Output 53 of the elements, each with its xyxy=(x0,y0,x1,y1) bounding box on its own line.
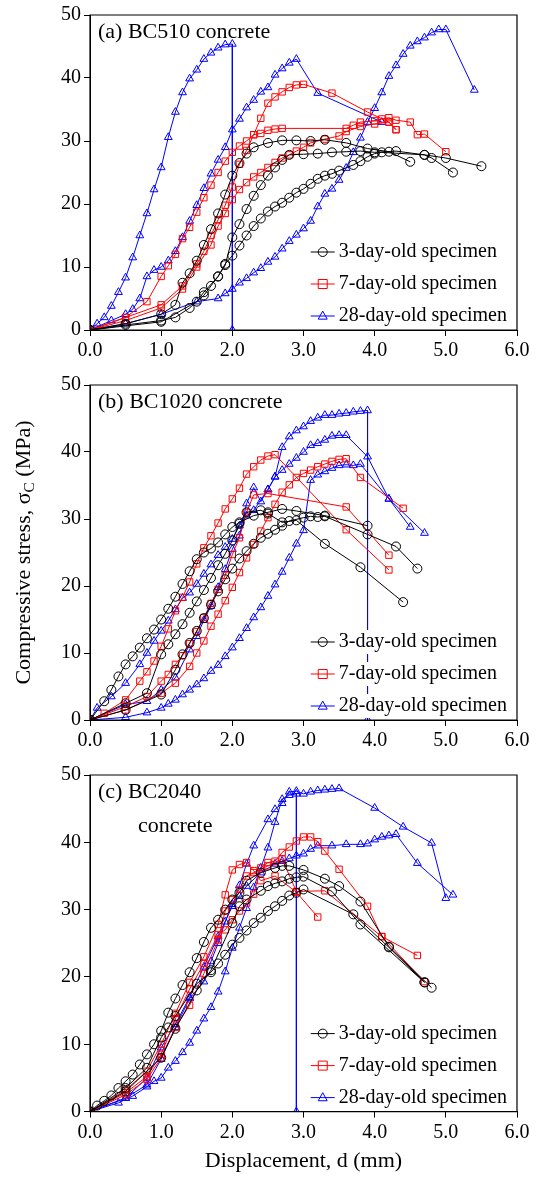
x-tick-label: 5.0 xyxy=(433,728,459,751)
y-tick-label: 30 xyxy=(61,128,81,151)
y-tick-label: 20 xyxy=(61,191,81,214)
x-tick-label: 0.0 xyxy=(77,1119,103,1142)
legend-label: 7-day-old specimen xyxy=(338,661,497,685)
x-tick-label: 1.0 xyxy=(148,338,174,361)
y-tick-label: 50 xyxy=(61,762,81,785)
y-tick-label: 40 xyxy=(61,65,81,88)
x-tick-label: 2.0 xyxy=(219,338,245,361)
legend-label: 7-day-old specimen xyxy=(338,271,497,295)
x-tick-label: 3.0 xyxy=(291,728,316,751)
legend-label: 3-day-old specimen xyxy=(338,1020,497,1044)
x-tick-label: 4.0 xyxy=(362,338,388,361)
x-tick-label: 0.0 xyxy=(77,338,103,361)
x-tick-label: 6.0 xyxy=(504,1119,530,1142)
y-tick-label: 40 xyxy=(61,829,81,852)
y-tick-label: 20 xyxy=(61,964,81,987)
x-tick-label: 3.0 xyxy=(291,338,316,361)
legend-label: 3-day-old specimen xyxy=(338,239,497,263)
chart-title: (a) BC510 concrete xyxy=(98,17,271,43)
x-tick-label: 1.0 xyxy=(148,1119,174,1142)
x-tick-label: 2.0 xyxy=(219,728,245,751)
y-tick-label: 50 xyxy=(61,372,81,395)
y-tick-label: 40 xyxy=(61,439,81,462)
legend-label: 28-day-old specimen xyxy=(338,1084,507,1108)
legend-label: 28-day-old specimen xyxy=(338,303,507,327)
y-tick-label: 20 xyxy=(61,573,81,596)
x-tick-label: 6.0 xyxy=(504,728,530,751)
y-tick-label: 10 xyxy=(61,254,81,277)
text: (c) BC2040 concrete xyxy=(98,777,213,837)
x-tick-label: 3.0 xyxy=(291,1119,316,1142)
x-tick-label: 1.0 xyxy=(148,728,174,751)
x-tick-label: 0.0 xyxy=(77,728,103,751)
x-tick-label: 2.0 xyxy=(219,1119,245,1142)
x-tick-label: 5.0 xyxy=(433,1119,459,1142)
y-axis-title: Compressive stress, σC (MPa) xyxy=(9,420,37,685)
legend-label: 3-day-old specimen xyxy=(338,629,497,653)
x-tick-label: 4.0 xyxy=(362,1119,388,1142)
x-tick-label: 4.0 xyxy=(362,728,388,751)
y-tick-label: 0 xyxy=(71,707,81,730)
y-tick-label: 30 xyxy=(61,506,81,529)
y-tick-label: 0 xyxy=(71,1098,81,1121)
y-tick-label: 30 xyxy=(61,896,81,919)
y-tick-label: 10 xyxy=(61,640,81,663)
y-tick-label: 50 xyxy=(61,2,81,25)
legend-label: 28-day-old specimen xyxy=(338,693,507,717)
legend-label: 7-day-old specimen xyxy=(338,1052,497,1076)
x-tick-label: 6.0 xyxy=(504,338,530,361)
y-tick-label: 0 xyxy=(71,317,81,340)
y-tick-label: 10 xyxy=(61,1031,81,1054)
chart-title: (b) BC1020 concrete xyxy=(98,387,283,413)
x-tick-label: 5.0 xyxy=(433,338,459,361)
x-axis-title: Displacement, d (mm) xyxy=(204,1146,403,1172)
